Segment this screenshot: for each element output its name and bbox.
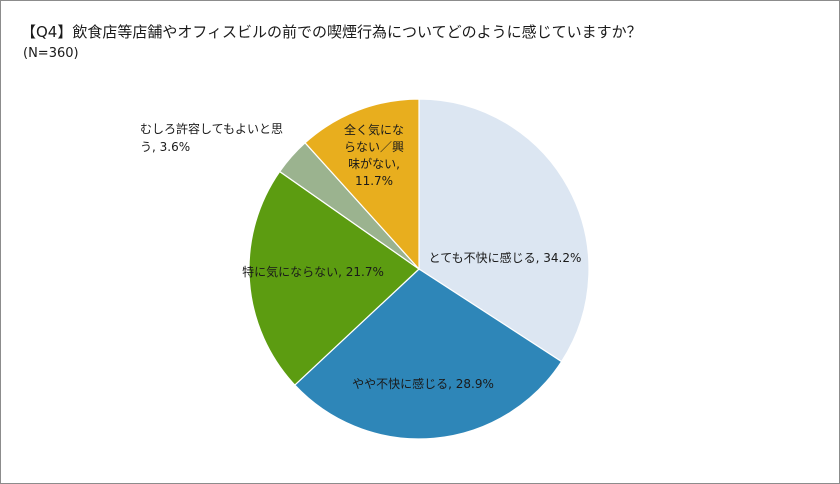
slice-label: むしろ許容してもよいと思う, 3.6% xyxy=(140,121,283,154)
slice-label: 特に気にならない, 21.7% xyxy=(242,264,384,279)
pie-slice xyxy=(248,170,420,386)
slice-label: やや不快に感じる, 28.9% xyxy=(352,376,494,391)
pie-slice xyxy=(304,98,420,271)
chart-subtitle: (N=360) xyxy=(23,46,79,61)
chart-title: 【Q4】飲食店等店舗やオフィスビルの前での喫煙行為についてどのように感じています… xyxy=(21,23,642,41)
slice-label: とても不快に感じる, 34.2% xyxy=(429,250,582,265)
slice-label: 全く気にならない／興味がない, 11.7% xyxy=(344,122,404,188)
pie-slice xyxy=(293,268,563,440)
